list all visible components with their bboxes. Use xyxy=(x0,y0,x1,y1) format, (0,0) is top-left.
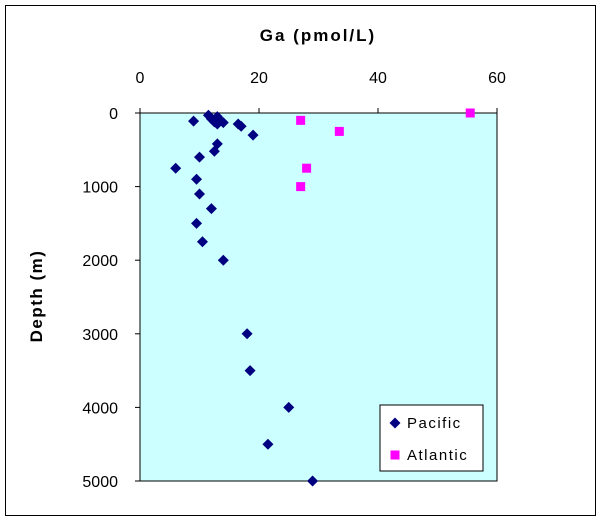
pacific-point xyxy=(262,438,274,450)
pacific-point xyxy=(208,145,220,157)
pacific-point xyxy=(241,328,253,340)
legend-marker-atlantic xyxy=(390,450,400,460)
atlantic-point xyxy=(334,126,344,136)
legend-label-pacific: Pacific xyxy=(407,415,462,432)
pacific-point xyxy=(217,254,229,266)
y-tick-label: 5000 xyxy=(82,474,118,491)
y-tick-label: 3000 xyxy=(82,327,118,344)
pacific-point xyxy=(194,151,205,163)
pacific-point xyxy=(191,173,203,185)
atlantic-point xyxy=(296,115,306,125)
pacific-point xyxy=(196,236,208,248)
chart-frame xyxy=(5,5,596,516)
x-tick-label: 0 xyxy=(136,70,145,87)
y-tick-label: 0 xyxy=(109,106,118,123)
pacific-point xyxy=(191,217,203,229)
x-tick-label: 40 xyxy=(369,70,387,87)
legend-label-atlantic: Atlantic xyxy=(407,447,468,464)
y-axis-label: Depth (m) xyxy=(27,250,46,343)
pacific-point xyxy=(205,203,217,215)
legend-box xyxy=(379,404,484,472)
pacific-point xyxy=(307,475,319,487)
atlantic-point xyxy=(465,108,475,118)
legend: Pacific Atlantic xyxy=(379,404,484,472)
x-tick-label: 20 xyxy=(250,70,268,87)
y-tick-label: 1000 xyxy=(82,180,118,197)
x-axis-label: Ga (pmol/L) xyxy=(260,26,376,45)
pacific-point xyxy=(188,115,200,127)
legend-marker-pacific xyxy=(389,417,401,429)
y-axis-ticks: 0 1000 2000 3000 4000 5000 xyxy=(82,106,140,491)
pacific-point xyxy=(247,129,259,141)
pacific-point xyxy=(211,118,223,130)
atlantic-point xyxy=(296,182,306,192)
x-axis-ticks: 0 20 40 60 xyxy=(136,70,506,113)
pacific-point xyxy=(283,401,295,413)
pacific-point xyxy=(194,188,205,200)
y-tick-label: 2000 xyxy=(82,253,118,270)
pacific-point xyxy=(170,162,182,174)
x-tick-label: 60 xyxy=(488,70,506,87)
atlantic-point xyxy=(302,163,312,173)
data-points xyxy=(170,108,475,487)
pacific-point xyxy=(235,120,247,132)
y-tick-label: 4000 xyxy=(82,400,118,417)
pacific-point xyxy=(244,365,256,377)
